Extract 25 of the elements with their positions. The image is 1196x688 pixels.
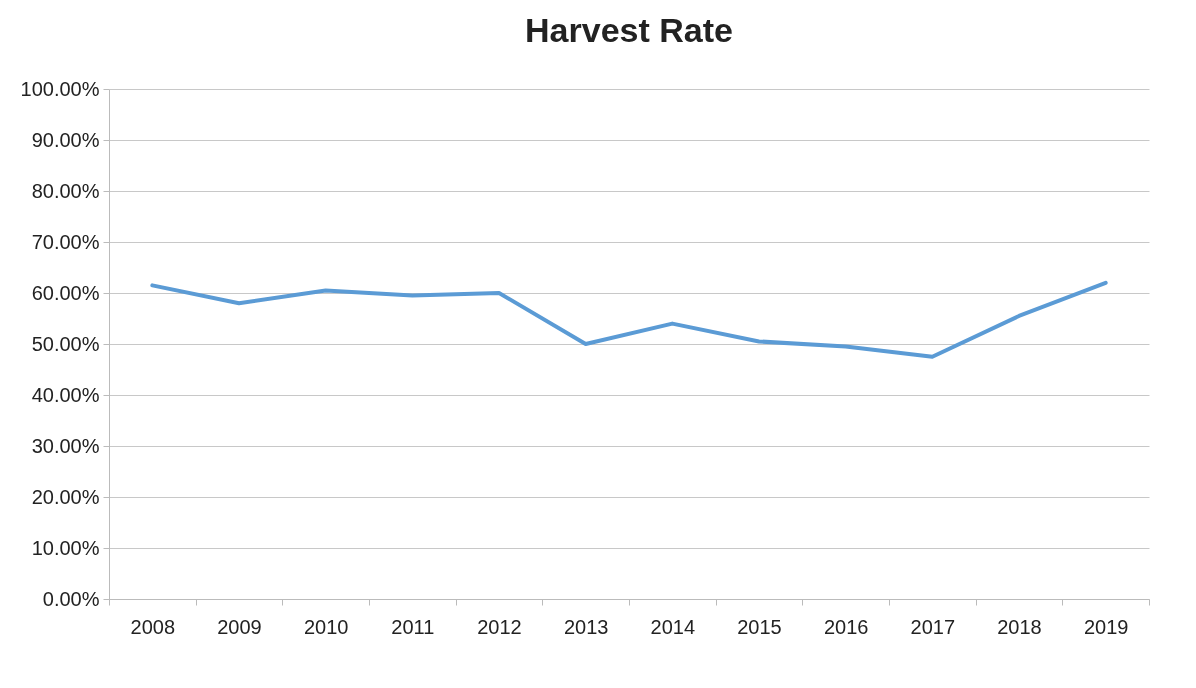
y-tick-label: 90.00% — [31, 128, 100, 151]
y-tick-label: 70.00% — [31, 230, 100, 253]
y-tick-label: 0.00% — [42, 587, 100, 610]
x-tick-label: 2013 — [563, 615, 609, 638]
x-tick-label: 2014 — [650, 615, 696, 638]
x-tick-label: 2018 — [997, 615, 1042, 638]
x-tick-label: 2016 — [823, 615, 869, 638]
x-tick-label: 2009 — [217, 615, 262, 638]
x-tick-label: 2019 — [1083, 615, 1129, 638]
y-tick-label: 20.00% — [31, 485, 100, 508]
y-tick-label: 80.00% — [31, 179, 100, 202]
y-tick-label: 50.00% — [31, 332, 100, 355]
x-tick-label: 2015 — [737, 615, 782, 638]
y-tick-label: 100.00% — [20, 77, 100, 100]
x-tick-label: 2012 — [477, 615, 522, 638]
y-tick-label: 30.00% — [31, 434, 100, 457]
y-tick-label: 10.00% — [31, 536, 100, 559]
line-series — [150, 280, 1108, 359]
x-tick-label: 2010 — [303, 615, 349, 638]
y-tick-label: 40.00% — [31, 383, 100, 406]
x-tick-label: 2017 — [910, 615, 956, 638]
x-tick-label: 2008 — [130, 615, 176, 638]
x-tick-label: 2011 — [391, 615, 435, 638]
y-tick-label: 60.00% — [31, 281, 100, 304]
chart-title: Harvest Rate — [525, 11, 733, 49]
